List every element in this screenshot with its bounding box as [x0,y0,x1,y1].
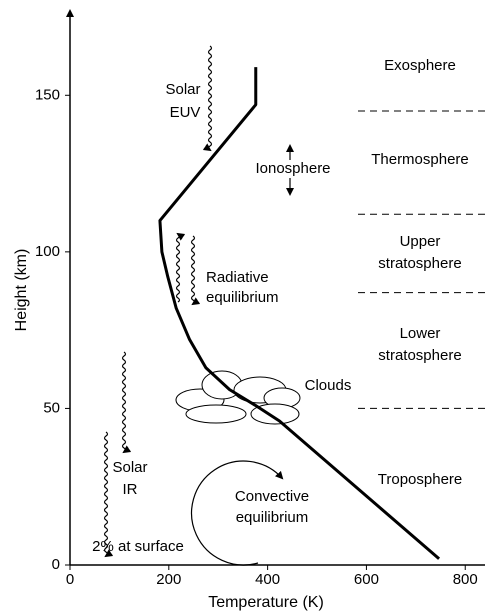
annotation: Solar [112,459,147,476]
layer-label: stratosphere [378,255,461,272]
wavy-arrow [121,351,132,454]
y-tick-label: 0 [52,556,60,573]
annotation: Ionosphere [255,160,330,177]
y-tick-label: 150 [35,86,60,103]
circular-arrow [190,460,284,566]
layer-label: Troposphere [378,471,463,488]
layer-label: Exosphere [384,57,456,74]
annotation: EUV [170,104,201,121]
annotation: Convective [235,488,309,505]
x-tick-label: 400 [255,571,280,588]
temperature-profile [158,67,441,560]
clouds-drawing [175,370,301,425]
annotation: equilibrium [236,509,309,526]
wavy-arrow [190,235,201,306]
layer-label: stratosphere [378,347,461,364]
y-tick-label: 100 [35,243,60,260]
x-tick-label: 800 [453,571,478,588]
x-tick-label: 0 [66,571,74,588]
wavy-arrow [103,431,114,558]
annotation: Solar [165,81,200,98]
layer-label: Upper [400,233,441,250]
wavy-arrow [175,232,186,303]
annotation: Radiative [206,269,269,286]
x-axis-label: Temperature (K) [208,594,324,611]
annotation: IR [123,481,138,498]
annotation: equilibrium [206,289,279,306]
x-tick-label: 600 [354,571,379,588]
wavy-arrow [202,45,213,152]
y-tick-label: 50 [43,399,60,416]
y-axis-label: Height (km) [13,249,30,332]
annotation: Clouds [305,377,352,394]
layer-label: Lower [400,325,441,342]
x-tick-label: 200 [156,571,181,588]
layer-label: Thermosphere [371,151,469,168]
annotation: 2% at surface [92,538,184,555]
